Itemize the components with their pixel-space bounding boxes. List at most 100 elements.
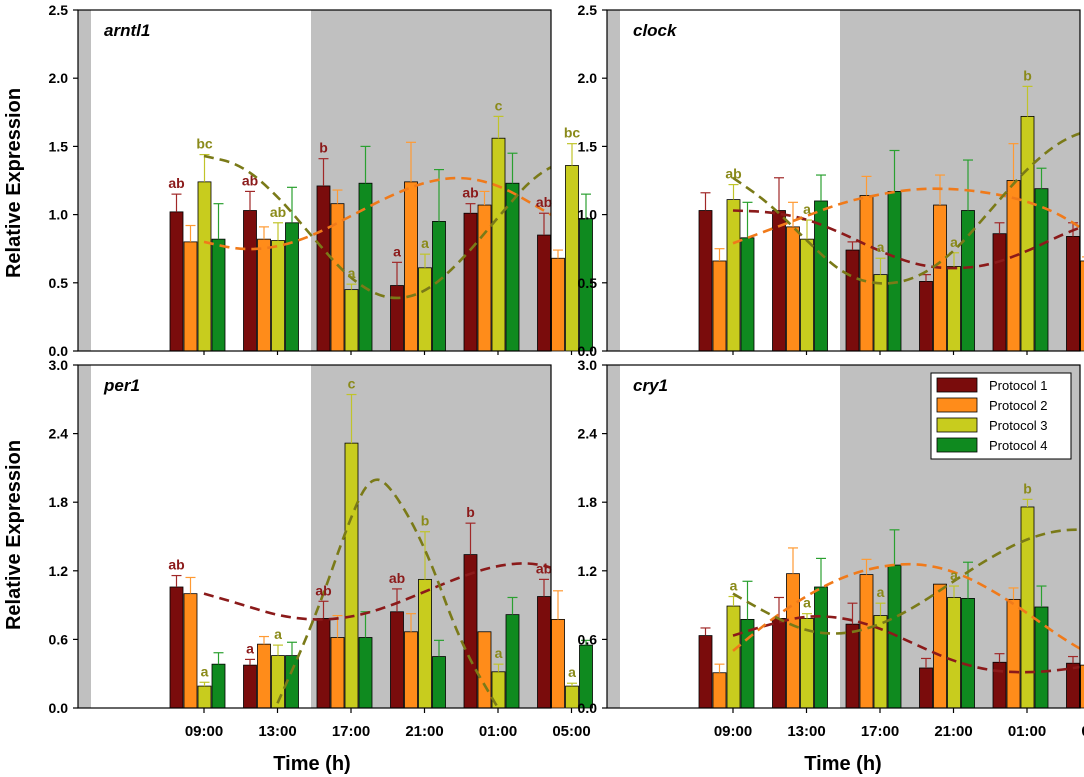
y-tick-label: 0.5 [578, 275, 598, 291]
y-tick-label: 3.0 [49, 357, 69, 373]
bar [505, 614, 520, 709]
y-tick-label: 3.0 [578, 357, 598, 373]
bar [390, 611, 404, 709]
bar [740, 237, 755, 352]
significance-letter: ab [242, 172, 258, 188]
significance-letter: bc [196, 136, 213, 152]
y-axis-label-top: Relative Expression [3, 88, 25, 278]
significance-letter: ab [315, 582, 331, 598]
bar [243, 210, 257, 352]
significance-letter: ab [536, 560, 552, 576]
y-tick-label: 1.2 [578, 563, 598, 579]
y-tick-label: 1.2 [49, 563, 69, 579]
legend-label: Protocol 3 [989, 418, 1048, 433]
bar [1006, 598, 1021, 709]
legend-label: Protocol 1 [989, 378, 1048, 393]
y-tick-label: 2.0 [578, 70, 598, 86]
bar [726, 199, 741, 352]
bar [726, 605, 741, 709]
bar [859, 195, 874, 352]
bar [961, 598, 975, 709]
bar [947, 597, 961, 709]
legend-label: Protocol 4 [989, 438, 1048, 453]
significance-letter: ab [536, 194, 552, 210]
bar [551, 257, 565, 352]
bar [271, 240, 285, 352]
panels: abbcababbaaaabcabbcarntl10.00.51.01.52.0… [49, 2, 1084, 740]
bar [344, 442, 359, 709]
bar [505, 182, 520, 352]
plot-frame [77, 9, 552, 352]
bar [243, 664, 257, 709]
panel-title: per1 [103, 376, 140, 395]
fit-curve [732, 528, 1080, 635]
significance-letter: a [803, 201, 811, 217]
bar [257, 643, 271, 709]
panel-title: arntl1 [104, 21, 150, 40]
chart-panel-cry1: aaaababcry10.00.61.21.82.43.009:0013:001… [578, 357, 1084, 740]
legend: Protocol 1 Protocol 2 Protocol 3 Protocol 4 [930, 372, 1072, 460]
bar [197, 181, 212, 352]
fit-curve [203, 154, 551, 300]
bar [211, 238, 226, 352]
bar [814, 586, 828, 709]
bar [418, 578, 432, 709]
y-tick-label: 0.0 [49, 343, 69, 359]
bar [183, 241, 198, 352]
y-tick-label: 2.5 [578, 2, 598, 18]
significance-letter: ab [389, 570, 405, 586]
plot-frame [77, 364, 552, 709]
y-tick-label: 2.4 [49, 426, 69, 442]
bar [740, 618, 755, 709]
y-axis-label-bottom: Relative Expression [3, 440, 25, 630]
bar [845, 623, 860, 709]
y-tick-label: 2.4 [578, 426, 598, 442]
bar [1080, 664, 1084, 709]
bar [947, 266, 961, 352]
bar [1066, 236, 1080, 352]
bar [919, 667, 933, 709]
bar [772, 618, 786, 709]
bar [859, 574, 874, 709]
significance-letter: a [950, 234, 958, 250]
bar [358, 637, 373, 709]
significance-letter: ab [725, 166, 741, 182]
x-tick-label: 09:00 [185, 723, 223, 740]
significance-letter: ab [168, 557, 184, 573]
x-axis-label-right: Time (h) [804, 753, 881, 775]
bar [933, 583, 947, 709]
bar [565, 165, 579, 352]
legend-swatch [936, 437, 978, 453]
bar [873, 274, 888, 352]
x-tick-label: 01:00 [479, 723, 517, 740]
bar [887, 191, 902, 352]
bar [698, 210, 713, 352]
significance-letter: b [319, 140, 328, 156]
bar [933, 204, 947, 352]
bar [1066, 662, 1080, 709]
bar [1080, 260, 1084, 352]
bar [712, 260, 727, 352]
bar [477, 631, 492, 709]
plot-frame [606, 364, 1081, 709]
x-tick-label: 17:00 [332, 723, 370, 740]
bar [786, 226, 800, 352]
significance-letter: b [466, 504, 475, 520]
significance-letter: bc [564, 125, 581, 141]
bar [1020, 115, 1035, 352]
bar [537, 234, 551, 352]
x-tick-label: 05:00 [1081, 723, 1084, 740]
bar [772, 210, 786, 352]
x-tick-label: 17:00 [861, 723, 899, 740]
y-tick-label: 1.5 [578, 138, 598, 154]
y-tick-label: 1.8 [578, 494, 598, 510]
y-tick-label: 1.5 [49, 138, 69, 154]
significance-letter: a [348, 265, 356, 281]
bar [1034, 606, 1049, 709]
chart-panel-arntl1: abbcababbaaaabcabbcarntl10.00.51.01.52.0… [49, 2, 593, 359]
significance-letter: a [877, 584, 885, 600]
y-tick-label: 1.0 [49, 207, 69, 223]
fit-curve [732, 562, 1080, 652]
y-tick-label: 2.5 [49, 2, 69, 18]
bar [197, 685, 212, 709]
